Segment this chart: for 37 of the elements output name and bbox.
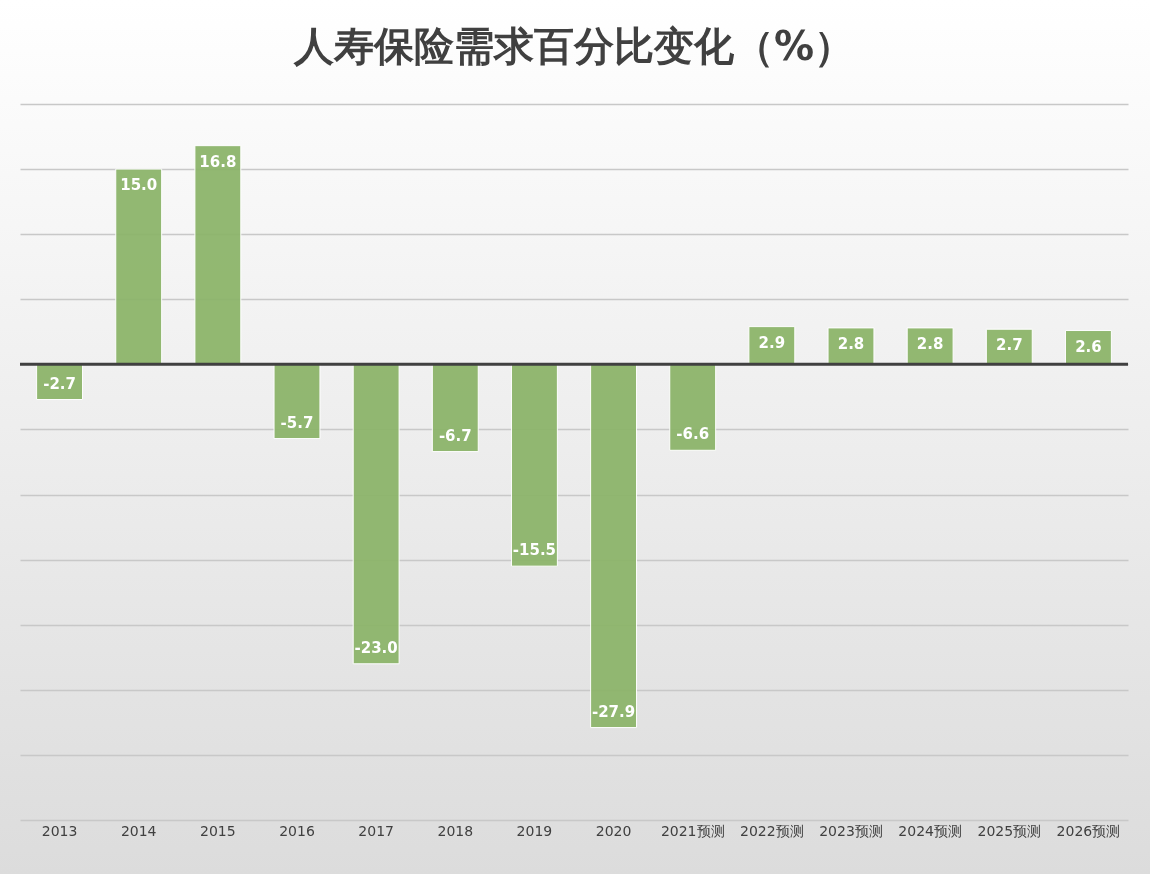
bar: [669, 363, 717, 451]
x-tick-label: 2020: [595, 822, 632, 839]
data-label: -15.5: [512, 541, 557, 560]
bar: [590, 363, 638, 729]
data-label: 15.0: [120, 176, 158, 195]
x-tick-label: 2024预测: [898, 822, 962, 839]
data-label: 2.6: [1075, 337, 1102, 356]
x-tick-label: 2015: [200, 822, 236, 839]
x-tick-label: 2021预测: [660, 822, 725, 839]
bar: [352, 363, 400, 665]
x-tick-label: 2022预测: [740, 822, 804, 839]
x-tick-label: 2014: [120, 822, 157, 839]
data-label: 2.8: [916, 334, 944, 353]
x-tick-label: 2026预测: [1056, 822, 1121, 839]
x-tick-label: 2016: [279, 822, 315, 839]
data-label: -5.7: [280, 413, 314, 432]
data-label: -6.7: [438, 426, 472, 445]
data-label: 16.8: [199, 152, 237, 171]
data-label: 2.9: [758, 333, 786, 352]
bar: [510, 363, 558, 567]
data-label: -23.0: [354, 638, 398, 657]
data-label: -27.9: [591, 702, 636, 721]
bar: [431, 363, 479, 453]
data-label: 2.8: [837, 334, 865, 353]
x-tick-label: 2018: [437, 822, 474, 839]
x-tick-label: 2017: [358, 822, 394, 839]
bar: [273, 363, 321, 440]
x-tick-label: 2019: [516, 822, 553, 839]
x-tick-label: 2013: [41, 822, 78, 839]
bar: [115, 168, 163, 365]
bar: [194, 145, 242, 365]
chart-title: 人寿保险需求百分比变化（%）: [292, 23, 855, 69]
x-tick-label: 2023预测: [819, 822, 883, 839]
data-label: -6.6: [676, 425, 710, 444]
data-label: -2.7: [43, 374, 76, 393]
data-label: 2.7: [996, 336, 1023, 355]
x-tick-label: 2025预测: [977, 822, 1042, 839]
